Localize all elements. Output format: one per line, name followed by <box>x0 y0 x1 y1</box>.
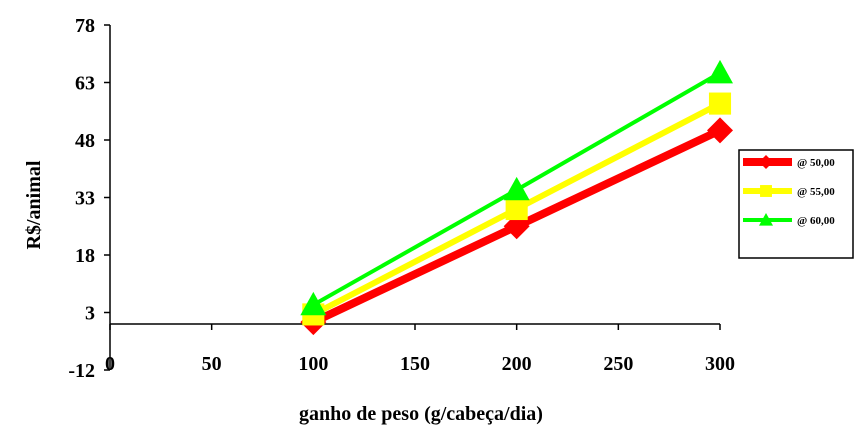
y-axis-title: R$/animal <box>23 160 45 249</box>
legend-label: @ 55,00 <box>797 186 835 198</box>
x-tick-label: 100 <box>298 353 328 375</box>
data-point <box>503 176 530 201</box>
series-2 <box>302 92 732 326</box>
x-tick-label: 150 <box>400 353 430 375</box>
x-tick-label: 50 <box>202 353 222 375</box>
x-axis-title: ganho de peso (g/cabeça/dia) <box>299 403 543 425</box>
data-point <box>505 197 528 221</box>
x-ticks: 0 50 100 150 200 250 300 <box>105 324 735 375</box>
x-tick-label: 300 <box>705 353 735 375</box>
data-point <box>707 59 733 84</box>
legend-marker <box>759 213 773 226</box>
y-tick-label: 3 <box>85 303 95 325</box>
y-tick-label: 33 <box>75 188 95 210</box>
data-point <box>300 291 327 316</box>
series-layer <box>300 59 733 336</box>
legend-item: @ 50,00 <box>743 155 835 169</box>
legend-label: @ 50,00 <box>797 157 835 169</box>
legend-box <box>738 149 854 259</box>
legend-item: @ 55,00 <box>743 185 835 198</box>
y-tick-label: 48 <box>75 130 95 152</box>
y-tick-label: 78 <box>75 15 95 37</box>
data-point <box>708 92 732 115</box>
legend-label: @ 60,00 <box>797 215 835 227</box>
data-point <box>707 117 733 144</box>
axes <box>109 25 720 370</box>
x-tick-label: 0 <box>105 353 115 375</box>
legend-marker <box>759 155 773 169</box>
y-tick-label: 63 <box>75 73 95 95</box>
legend-marker <box>760 185 772 197</box>
y-ticks: -12 3 18 33 48 63 78 <box>68 15 110 382</box>
legend: @ 50,00 @ 55,00 @ 60,00 <box>738 149 854 259</box>
series-1 <box>300 117 733 336</box>
y-tick-label: 18 <box>75 245 95 267</box>
y-tick-label: -12 <box>68 360 95 382</box>
series-3 <box>300 59 733 316</box>
legend-item: @ 60,00 <box>743 213 835 227</box>
x-tick-label: 200 <box>502 353 532 375</box>
x-tick-label: 250 <box>603 353 633 375</box>
